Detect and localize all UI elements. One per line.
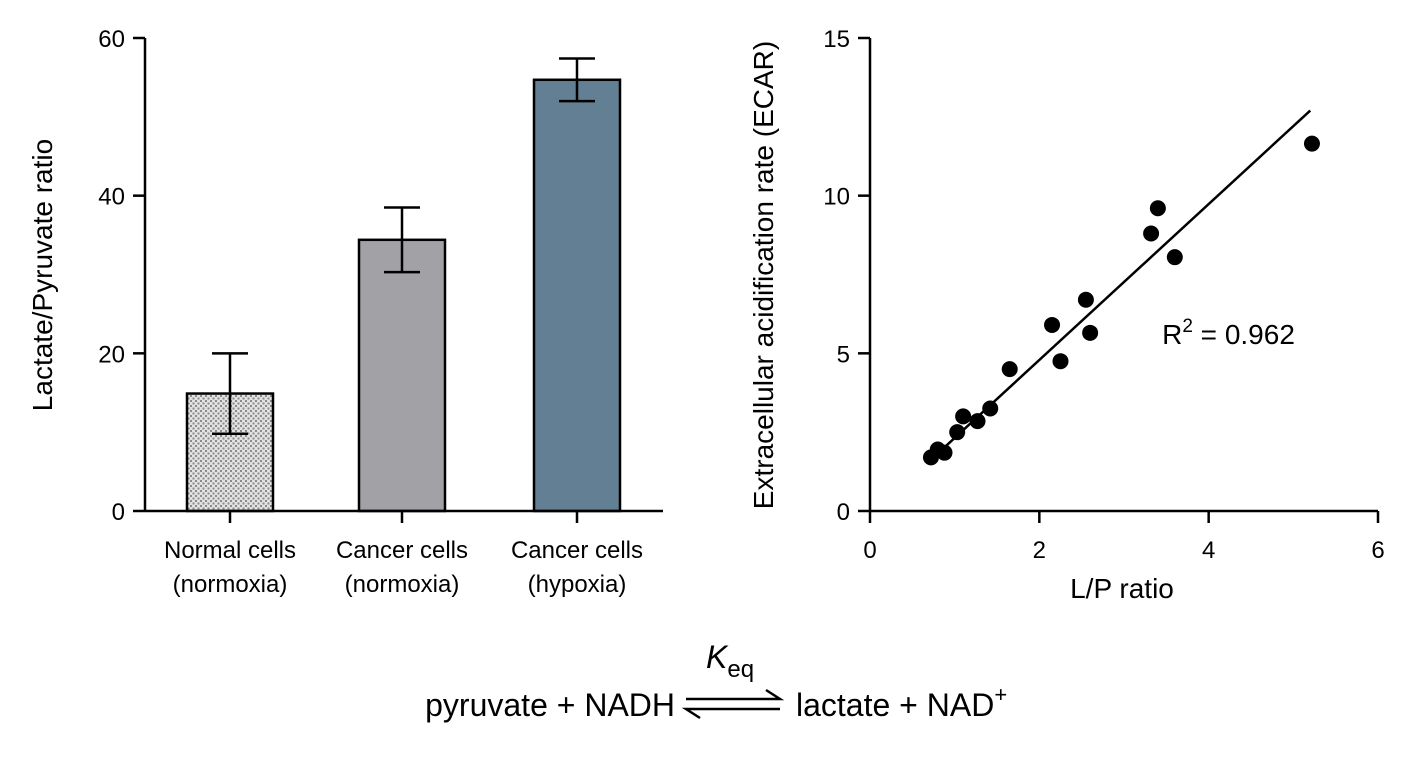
bar-category-sublabel: (hypoxia): [528, 571, 627, 598]
reverse-arrow: [681, 707, 780, 720]
scatter-x-tick-label: 0: [863, 537, 876, 564]
k-eq-sub: eq: [727, 656, 754, 683]
reaction-equation: pyruvate + NADH Keq lactate + NAD+: [425, 639, 1007, 723]
scatter-point: [1082, 324, 1099, 341]
bar: [532, 78, 622, 513]
scatter-point: [1166, 249, 1183, 266]
scatter-y-tick-label: 0: [837, 499, 850, 526]
r-squared-value: = 0.962: [1193, 319, 1295, 350]
scatter-point: [1001, 361, 1018, 378]
bar-y-tick-label: 0: [112, 499, 125, 526]
bar-y-tick-label: 40: [98, 184, 125, 211]
scatter-y-tick-label: 15: [823, 26, 850, 53]
bar-category-label: Cancer cells: [511, 537, 643, 564]
bar-y-tick-label: 20: [98, 341, 125, 368]
scatter-point: [1077, 291, 1094, 308]
equation-right-sup: +: [994, 682, 1007, 707]
bar-category-label: Cancer cells: [336, 537, 468, 564]
bar-y-tick-label: 60: [98, 26, 125, 53]
bar-chart: 0 20 40 60 Normal cells (normoxia) Cancer cel…: [27, 26, 663, 598]
bar-y-axis-title: Lactate/Pyruvate ratio: [27, 139, 58, 411]
bar-y-ticks: 0 20 40 60: [98, 26, 145, 526]
scatter-point: [1052, 353, 1069, 370]
scatter-point: [936, 444, 953, 461]
scatter-point: [1044, 316, 1061, 333]
bar: [357, 238, 447, 513]
scatter-y-ticks: 0 5 10 15: [823, 26, 870, 526]
scatter-points: [922, 135, 1320, 466]
fit-line: [932, 109, 1312, 459]
bar-category-sublabel: (normoxia): [345, 571, 460, 598]
scatter-y-tick-label: 10: [823, 184, 850, 211]
r-squared-r: R: [1162, 319, 1182, 350]
scatter-point: [1303, 135, 1320, 152]
equation-left: pyruvate + NADH: [425, 687, 675, 723]
r-squared-superscript: 2: [1182, 316, 1193, 337]
scatter-point: [955, 408, 972, 425]
bar-category-sublabel: (normoxia): [173, 571, 288, 598]
k-eq-label: Keq: [706, 639, 754, 683]
r-squared-annotation: R2 = 0.962: [1162, 316, 1295, 350]
k-eq-main: K: [706, 639, 729, 675]
bar-x-ticks: Normal cells (normoxia) Cancer cells (normo…: [164, 511, 643, 598]
scatter-x-ticks: 0 2 4 6: [863, 511, 1385, 564]
scatter-y-axis-title: Extracellular acidification rate (ECAR): [748, 41, 779, 509]
scatter-x-tick-label: 6: [1371, 537, 1384, 564]
forward-arrow: [686, 688, 785, 701]
scatter-point: [982, 400, 999, 417]
scatter-point: [1143, 225, 1160, 242]
scatter-x-tick-label: 4: [1202, 537, 1215, 564]
scatter-y-tick-label: 5: [837, 341, 850, 368]
scatter-x-axis-title: L/P ratio: [1070, 573, 1174, 604]
scatter-point: [949, 424, 966, 441]
equation-right-text: lactate + NAD: [796, 687, 994, 723]
equilibrium-arrows: [681, 688, 785, 720]
scatter-point: [1149, 200, 1166, 217]
bar-marks: [185, 57, 622, 513]
scatter-x-tick-label: 2: [1033, 537, 1046, 564]
equation-right: lactate + NAD+: [796, 682, 1007, 723]
scatter-point: [969, 413, 986, 430]
bar-category-label: Normal cells: [164, 537, 296, 564]
